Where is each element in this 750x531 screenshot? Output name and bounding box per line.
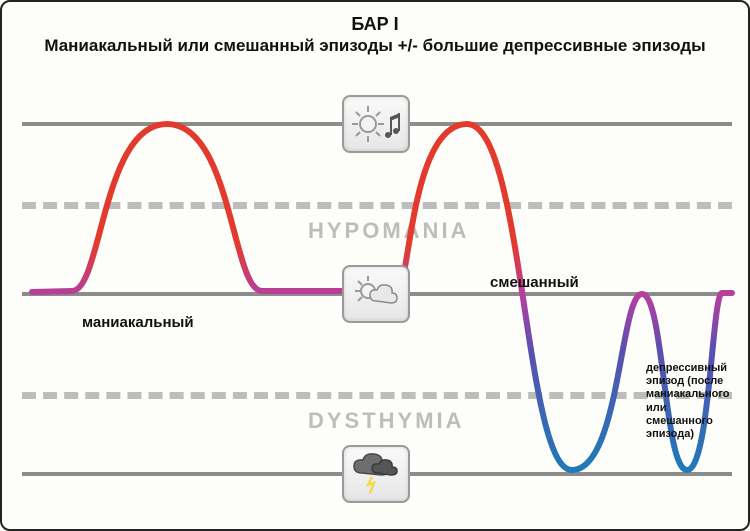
sun-cloud-icon	[342, 265, 410, 323]
label-depressive-note: депрессивный эпизод (после маниакального…	[646, 362, 730, 441]
title-line-2: Маниакальный или смешанный эпизоды +/- б…	[2, 36, 748, 56]
diagram-frame: БАР I Маниакальный или смешанный эпизоды…	[0, 0, 750, 531]
sun-music-icon	[342, 95, 410, 153]
title-line-1: БАР I	[2, 14, 748, 35]
label-mixed: смешанный	[490, 274, 579, 291]
label-manic: маниакальный	[82, 314, 194, 331]
chart-area: HYPOMANIA DYSTHYMIA	[2, 62, 750, 522]
storm-icon	[342, 445, 410, 503]
